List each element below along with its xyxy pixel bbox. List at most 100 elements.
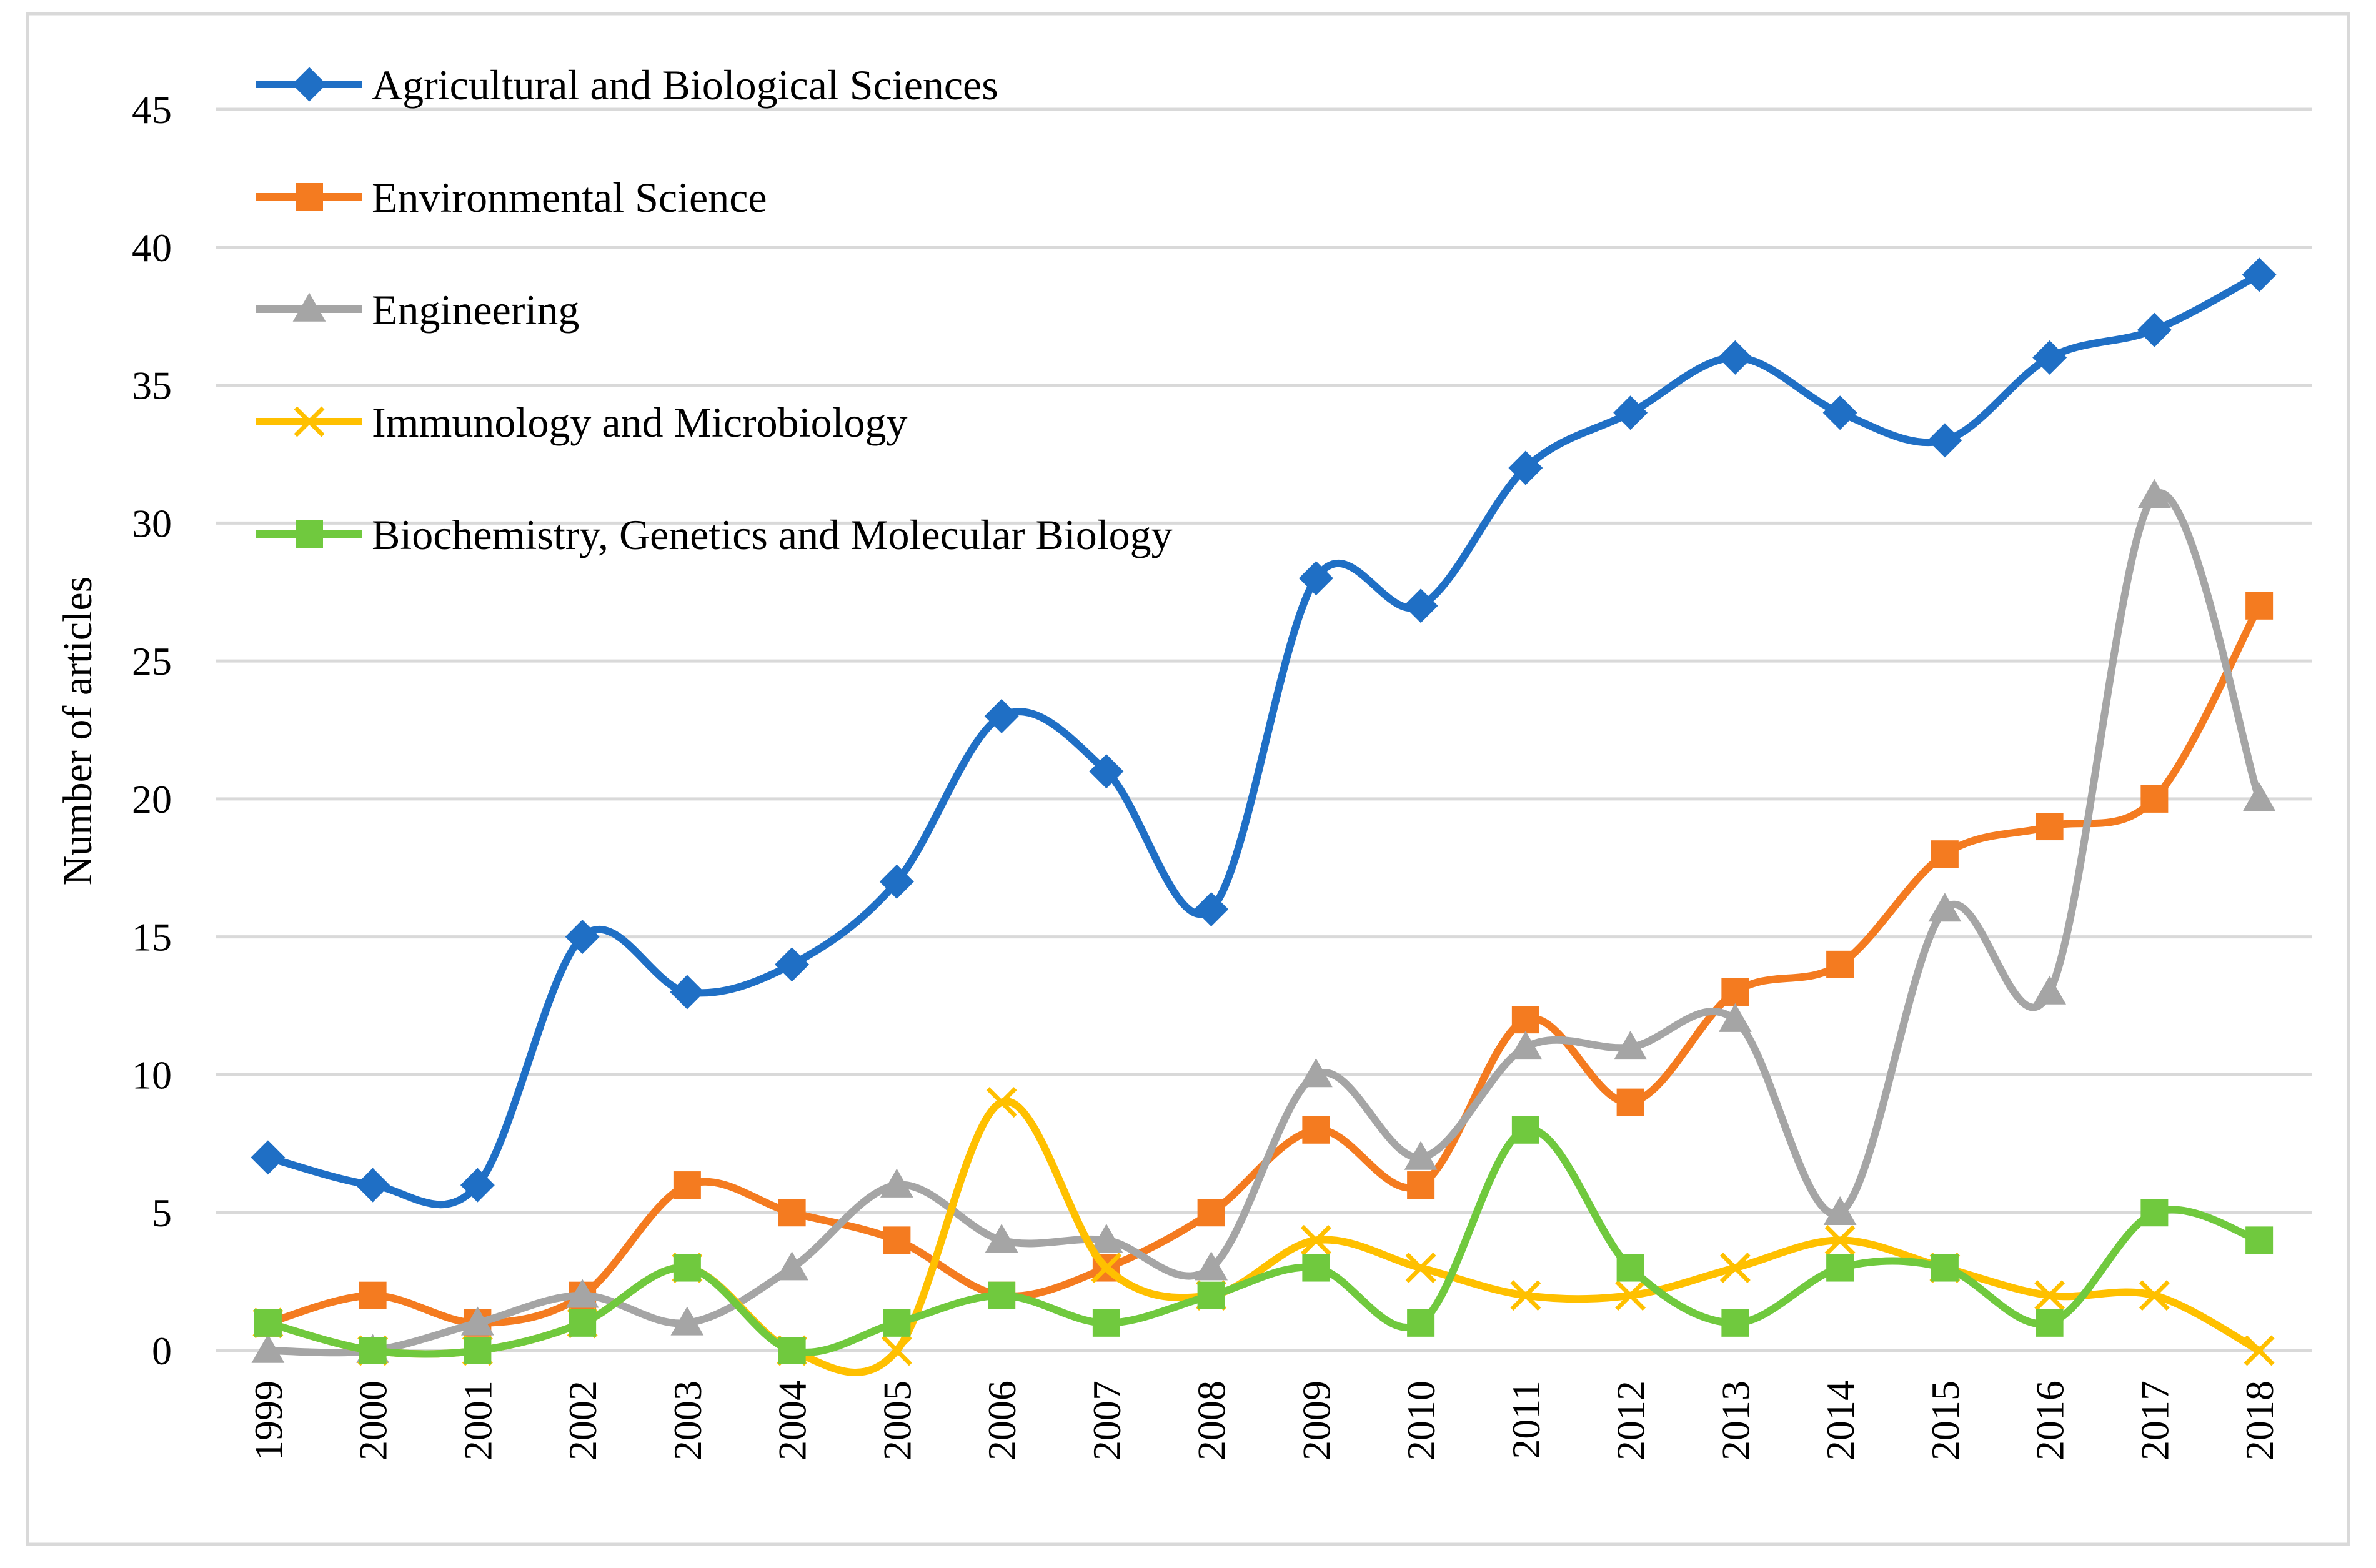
- x-tick-label: 2002: [560, 1381, 605, 1461]
- x-tick-label: 2011: [1504, 1381, 1548, 1459]
- data-point: [1721, 978, 1749, 1006]
- legend-item: Engineering: [256, 286, 579, 334]
- data-point: [464, 1337, 492, 1364]
- legend-marker: [296, 520, 323, 548]
- data-point: [1927, 423, 1962, 458]
- x-tick-label: 2012: [1609, 1381, 1653, 1461]
- data-point: [1931, 840, 1959, 868]
- data-point: [1405, 1253, 1436, 1284]
- data-point: [1091, 1253, 1122, 1284]
- y-tick-label: 0: [152, 1329, 172, 1373]
- data-point: [254, 1309, 282, 1337]
- data-point: [1613, 395, 1648, 430]
- data-point: [1302, 1116, 1330, 1144]
- x-tick-label: 2010: [1399, 1381, 1443, 1461]
- series-biochemistry-genetics-and-molecular-biology: [254, 1116, 2274, 1364]
- data-point: [988, 1281, 1016, 1309]
- data-point: [359, 1281, 387, 1309]
- data-point: [883, 1309, 911, 1337]
- data-point: [1300, 1224, 1331, 1256]
- data-point: [2245, 1226, 2274, 1254]
- chart-border: [26, 12, 2350, 1546]
- y-axis-ticks: 0 5 10 15 20 25 30 35 40 45: [132, 87, 172, 1373]
- data-point: [1717, 340, 1752, 375]
- data-point: [565, 920, 600, 955]
- y-axis-title: Number of articles: [55, 577, 101, 886]
- data-point: [670, 1306, 704, 1336]
- data-point: [1614, 1030, 1648, 1060]
- data-point: [2034, 1280, 2065, 1311]
- data-point: [881, 1335, 912, 1366]
- legend-item: Agricultural and Biological Sciences: [256, 61, 998, 109]
- data-point: [1197, 1281, 1225, 1309]
- data-point: [460, 1168, 495, 1203]
- data-point: [1195, 1251, 1228, 1281]
- legend-label: Biochemistry, Genetics and Molecular Bio…: [372, 511, 1173, 558]
- data-point: [1721, 1309, 1749, 1337]
- data-point: [986, 1087, 1017, 1118]
- x-tick-label: 2016: [2028, 1381, 2072, 1461]
- data-point: [1826, 950, 1854, 978]
- data-point: [1615, 1280, 1646, 1311]
- data-point: [2244, 1335, 2275, 1366]
- y-tick-label: 25: [132, 639, 172, 683]
- data-point: [673, 1254, 701, 1282]
- legend-marker: [294, 406, 325, 437]
- y-tick-label: 30: [132, 501, 172, 545]
- data-point: [1509, 1030, 1543, 1060]
- data-point: [251, 1140, 286, 1175]
- y-tick-label: 20: [132, 777, 172, 821]
- x-tick-label: 2003: [665, 1381, 710, 1461]
- legend-label: Agricultural and Biological Sciences: [372, 61, 998, 109]
- x-axis-ticks: 1999 2000 2001 2002 2003 2004 2005 2006 2007 2008…: [246, 1381, 2282, 1461]
- y-tick-label: 15: [132, 915, 172, 960]
- x-tick-label: 2013: [1713, 1381, 1757, 1461]
- data-point: [985, 1223, 1018, 1253]
- legend-item: Environmental Science: [256, 174, 767, 221]
- x-tick-label: 2018: [2237, 1381, 2282, 1461]
- series-layer: [251, 257, 2277, 1376]
- data-point: [1510, 1280, 1541, 1311]
- data-point: [1719, 1253, 1751, 1284]
- data-point: [2033, 975, 2067, 1005]
- data-point: [673, 1171, 701, 1199]
- data-point: [2242, 782, 2276, 811]
- data-point: [2139, 1280, 2170, 1311]
- data-point: [1928, 893, 1962, 922]
- data-point: [2036, 813, 2064, 841]
- data-point: [2032, 340, 2067, 375]
- data-point: [1508, 450, 1543, 485]
- data-point: [1826, 1254, 1854, 1282]
- x-tick-label: 2007: [1085, 1381, 1129, 1461]
- x-tick-label: 2017: [2132, 1381, 2177, 1461]
- legend-item: Biochemistry, Genetics and Molecular Bio…: [256, 511, 1173, 558]
- x-tick-label: 1999: [246, 1381, 291, 1461]
- y-tick-label: 40: [132, 226, 172, 270]
- data-point: [569, 1309, 597, 1337]
- x-tick-label: 2014: [1818, 1381, 1862, 1461]
- y-tick-label: 45: [132, 87, 172, 132]
- data-point: [2140, 1199, 2169, 1227]
- x-tick-label: 2008: [1190, 1381, 1234, 1461]
- legend: Agricultural and Biological Sciences Envi…: [256, 61, 1173, 558]
- data-point: [670, 975, 705, 1010]
- data-point: [883, 1226, 911, 1254]
- data-point: [1089, 754, 1124, 789]
- legend-marker: [296, 183, 323, 211]
- data-point: [2245, 592, 2274, 620]
- data-point: [984, 698, 1019, 733]
- legend-marker: [292, 292, 326, 322]
- data-point: [1511, 1116, 1539, 1144]
- data-point: [1403, 588, 1438, 623]
- x-tick-label: 2015: [1923, 1381, 1967, 1461]
- data-point: [775, 947, 810, 982]
- data-point: [2242, 257, 2277, 292]
- data-point: [1404, 1141, 1438, 1170]
- data-point: [1302, 1254, 1330, 1282]
- data-point: [2140, 785, 2169, 813]
- data-point: [460, 1306, 494, 1336]
- data-point: [1092, 1309, 1120, 1337]
- data-point: [359, 1337, 387, 1364]
